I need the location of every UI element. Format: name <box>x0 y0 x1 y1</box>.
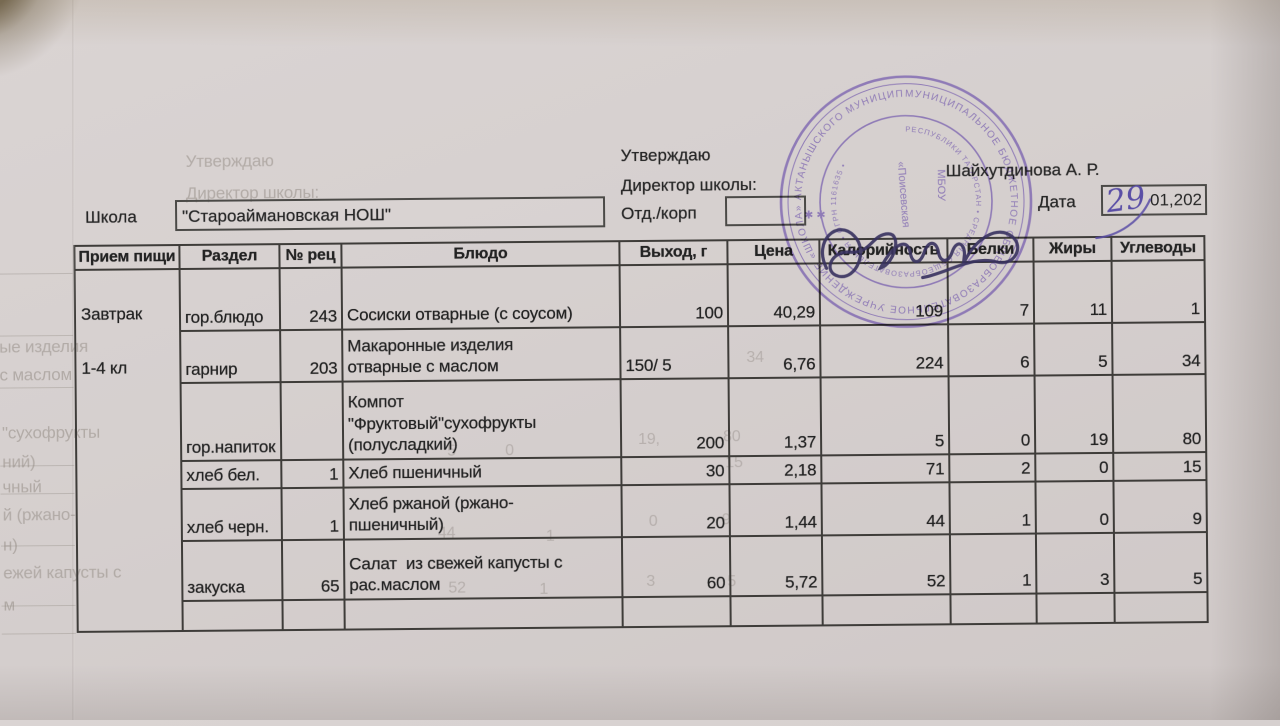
cell-rec: 1 <box>281 459 344 489</box>
ghost-text: ний) <box>2 452 36 472</box>
cell-rec <box>282 599 345 631</box>
ghost-text: с маслом <box>0 364 73 385</box>
cell-rec: 65 <box>281 539 345 601</box>
column-header: Раздел <box>179 244 280 270</box>
meal-label: Завтрак <box>80 304 143 324</box>
cell-price: 1,37 <box>728 377 822 457</box>
cell-dish <box>344 597 623 630</box>
cell-protein: 2 <box>949 453 1036 483</box>
school-value: "Староаймановская НОШ" <box>182 205 392 226</box>
cell-protein: 0 <box>948 375 1036 455</box>
cell-kcal: 5 <box>820 376 950 456</box>
pen-stroke <box>1095 198 1152 240</box>
cell-dish: Салат из свежей капусты с рас.маслом <box>343 537 623 600</box>
cell-section: гор.напиток <box>180 382 282 462</box>
cell-section: гор.блюдо <box>179 268 281 332</box>
cell-carbs: 1 <box>1111 260 1206 323</box>
column-header: Блюдо <box>341 241 620 268</box>
cell-dish: Хлеб ржаной (ржано- пшеничный) <box>343 485 622 540</box>
ghost-text: Утверждаю <box>185 151 274 171</box>
cell-out: 200 <box>620 378 730 458</box>
ghost-line <box>1 632 76 635</box>
stamp-center-text-1: «Поисевская <box>895 161 912 228</box>
ghost-line <box>1 604 76 607</box>
cell-dish: Компот "Фруктовый"сухофрукты (полусладки… <box>342 379 622 460</box>
stamp-center-text-2: МБОУ <box>935 169 947 202</box>
cell-carbs: 15 <box>1113 452 1207 481</box>
cell-price: 5,72 <box>729 535 823 597</box>
cell-section: закуска <box>181 540 283 601</box>
cell-rec: 203 <box>280 329 343 383</box>
cell-out <box>622 596 731 628</box>
cell-out: 100 <box>619 264 729 328</box>
cell-section: гарнир <box>180 330 281 384</box>
ghost-text: й (ржано- <box>2 504 76 525</box>
cell-out: 60 <box>621 536 731 598</box>
cell-carbs <box>1114 592 1208 623</box>
cell-carbs: 5 <box>1113 532 1208 593</box>
meal-label: 1-4 кл <box>81 358 128 378</box>
ghost-line <box>0 544 75 547</box>
cell-meal: Завтрак 1-4 кл <box>74 269 183 632</box>
cell-section <box>182 600 283 631</box>
cell-protein: 1 <box>949 533 1037 595</box>
ghost-line <box>0 272 73 275</box>
cell-rec: 243 <box>279 267 343 331</box>
cell-kcal: 52 <box>821 534 951 596</box>
school-label: Школа <box>85 207 137 227</box>
ghost-layer: Утверждаю Директор школы: ые изделия с масл… <box>0 0 1276 635</box>
cell-section: хлеб бел. <box>181 460 282 490</box>
cell-dish: Хлеб пшеничный <box>343 457 622 488</box>
cell-dish: Сосиски отварные (с соусом) <box>341 265 621 330</box>
cell-fat: 5 <box>1034 322 1113 376</box>
cell-kcal: 44 <box>821 482 950 536</box>
cell-out: 20 <box>621 484 730 538</box>
paper-crease <box>72 0 75 720</box>
cell-dish: Макаронные изделия отварные с маслом <box>342 327 621 382</box>
column-header: Выход, г <box>619 240 728 266</box>
cell-fat: 3 <box>1035 532 1115 594</box>
ghost-line <box>0 464 75 467</box>
cell-fat: 19 <box>1034 374 1114 454</box>
cell-out: 30 <box>621 456 730 486</box>
school-stamp: МУНИЦИПАЛЬНОЕ БЮДЖЕТНОЕ ОБЩЕОБРАЗОВАТЕЛЬ… <box>769 64 1033 328</box>
cell-carbs: 80 <box>1112 374 1207 453</box>
dept-label: Отд./корп <box>621 203 697 224</box>
school-field: "Староаймановская НОШ" <box>174 196 606 232</box>
cell-kcal <box>822 594 951 626</box>
cell-kcal: 71 <box>821 454 950 484</box>
cell-fat: 0 <box>1035 480 1114 534</box>
cell-out: 150/ 5 <box>620 326 729 380</box>
ghost-line <box>0 386 74 389</box>
cell-fat: 0 <box>1035 452 1114 482</box>
cell-rec: 1 <box>281 487 344 541</box>
director-signature <box>820 228 1020 280</box>
cell-carbs: 34 <box>1112 322 1206 375</box>
stamp-stars: ✱ ✱ <box>804 209 826 221</box>
cell-protein <box>950 593 1037 625</box>
table-row: гор.напиток Компот "Фруктовый"сухофрукты … <box>76 374 1207 462</box>
column-header: Прием пищи <box>74 245 180 270</box>
table-row: закуска 65 Салат из свежей капусты с рас.м… <box>77 532 1208 602</box>
cell-protein: 1 <box>949 481 1036 535</box>
approve-label: Утверждаю <box>620 145 711 166</box>
director-label: Директор школы: <box>620 174 757 196</box>
cell-price: 1,44 <box>729 483 822 537</box>
cell-price <box>730 595 823 627</box>
cell-rec <box>280 381 344 461</box>
column-header: № рец <box>279 243 342 269</box>
cell-price: 2,18 <box>729 455 822 485</box>
cell-carbs: 9 <box>1113 480 1207 533</box>
cell-fat <box>1036 592 1115 624</box>
cell-section: хлеб черн. <box>181 488 282 542</box>
